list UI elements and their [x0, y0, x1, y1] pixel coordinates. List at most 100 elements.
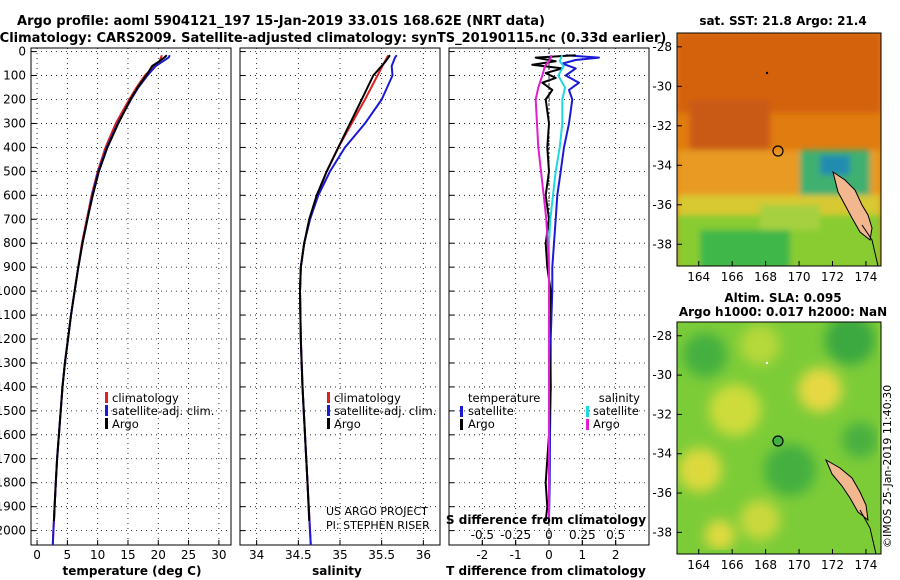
lon-tick-label: 172: [821, 270, 844, 284]
sla-map: [677, 322, 881, 554]
legend-satellite-swatch: [105, 405, 108, 416]
x-tick-label: 0: [33, 548, 41, 562]
lon-tick-label: 164: [687, 558, 710, 572]
legend-temperature-title: temperature: [468, 391, 540, 405]
series-line-salinity-argo: [534, 54, 553, 521]
depth-tick-label: 200: [3, 92, 26, 106]
legend-climatology-swatch: [327, 392, 330, 403]
title-line-2: Climatology: CARS2009. Satellite-adjuste…: [0, 31, 666, 46]
legend-argo-swatch: [105, 418, 108, 429]
depth-tick-label: 1000: [0, 284, 26, 298]
series-line-argo: [299, 54, 391, 522]
depth-tick-label: 900: [3, 260, 26, 274]
x-tick-label: 35.5: [368, 548, 395, 562]
map-axes: -28 -30 -32 -34 -36 -38 164 166 168 170 172 174 -28 -…: [652, 40, 877, 572]
x-tick-label: 25: [181, 548, 196, 562]
lon-tick-label: 164: [687, 270, 710, 284]
legend-climatology-label: climatology: [112, 391, 179, 405]
legend-s-satellite-swatch: [586, 406, 589, 417]
lon-tick-label: 174: [854, 270, 877, 284]
depth-tick-label: 300: [3, 116, 26, 130]
x-tick-label: 20: [151, 548, 166, 562]
difference-legend: temperature satellite Argo salinity sate…: [460, 391, 640, 431]
sst-map-title: sat. SST: 21.8 Argo: 21.4: [699, 14, 866, 28]
x-tick-label: 0: [545, 528, 553, 542]
depth-tick-label: 1500: [0, 404, 26, 418]
lon-tick-label: 168: [754, 270, 777, 284]
sst-map-frame: [676, 32, 882, 267]
depth-tick-label: 1600: [0, 428, 26, 442]
depth-tick-label: 0: [18, 45, 26, 59]
temperature-panel-frame: [30, 47, 232, 546]
x-tick-label: -0.25: [500, 528, 531, 542]
lat-tick-label: -34: [652, 158, 672, 172]
depth-tick-label: 600: [3, 188, 26, 202]
lat-tick-label: -30: [652, 368, 672, 382]
depth-tick-label: 400: [3, 140, 26, 154]
x-tick-label: 30: [211, 548, 226, 562]
depth-tick-label: 1300: [0, 356, 26, 370]
lon-tick-label: 166: [721, 558, 744, 572]
sla-map-title-1: Altim. SLA: 0.095: [724, 291, 841, 305]
lat-tick-label: -28: [652, 329, 672, 343]
sst-map: [677, 33, 881, 266]
x-tick-label: 1: [579, 548, 587, 562]
salinity-legend: climatology satellite-adj. clim. Argo: [327, 391, 436, 431]
title-line-1: Argo profile: aoml 5904121_197 15-Jan-20…: [17, 14, 545, 29]
legend-t-satellite-label: satellite: [468, 404, 514, 418]
x-tick-label: -2: [476, 548, 488, 562]
x-tick-label: 34: [249, 548, 264, 562]
depth-tick-label: 100: [3, 69, 26, 83]
legend-salinity-title: salinity: [599, 391, 640, 405]
series-line-argo: [53, 54, 168, 522]
depth-tick-label: 1200: [0, 332, 26, 346]
lat-tick-label: -30: [652, 79, 672, 93]
depth-tick-label: 1400: [0, 380, 26, 394]
legend-t-argo-swatch: [460, 419, 463, 430]
temperature-axis-label: temperature (deg C): [63, 564, 202, 578]
coastline-shape: [832, 170, 873, 241]
x-tick-label: 0.25: [569, 528, 596, 542]
x-tick-label: 5: [64, 548, 72, 562]
legend-satellite-swatch: [327, 405, 330, 416]
salinity-panel-frame: [239, 47, 441, 546]
imos-watermark: ©IMOS 25-Jan-2019 11:40:30: [881, 385, 894, 548]
x-tick-label: 36: [416, 548, 431, 562]
legend-climatology-label: climatology: [334, 391, 401, 405]
salinity-axis-label: salinity: [312, 564, 362, 578]
lat-tick-label: -36: [652, 198, 672, 212]
depth-tick-label: 1100: [0, 308, 26, 322]
depth-tick-label: 1900: [0, 500, 26, 514]
lat-tick-label: -38: [652, 237, 672, 251]
legend-s-argo-label: Argo: [593, 417, 620, 431]
credit-line-1: US ARGO PROJECT: [326, 505, 428, 518]
lon-tick-label: 170: [788, 558, 811, 572]
credit-line-2: PI: STEPHEN RISER: [326, 519, 430, 532]
x-tick-label: 0: [545, 548, 553, 562]
temperature-legend: climatology satellite-adj. clim. Argo: [105, 391, 214, 431]
series-line-climatology: [51, 54, 163, 546]
x-axes-ticks: 0 5 10 15 20 25 30 34 34.5 35 35.5 36 -2 -1 0 1 2 -0.5 -0.…: [33, 528, 625, 562]
lat-tick-label: -36: [652, 486, 672, 500]
depth-tick-label: 700: [3, 212, 26, 226]
depth-tick-label: 2000: [0, 524, 26, 538]
depth-tick-label: 1700: [0, 452, 26, 466]
lon-tick-label: 168: [754, 558, 777, 572]
legend-s-satellite-label: satellite: [593, 404, 639, 418]
sla-map-frame: [676, 321, 882, 555]
lat-tick-label: -38: [652, 525, 672, 539]
lat-tick-label: -32: [652, 407, 672, 421]
legend-climatology-swatch: [105, 392, 108, 403]
s-difference-axis-label: S difference from climatology: [446, 513, 646, 527]
sla-map-title-2: Argo h1000: 0.017 h2000: NaN: [679, 305, 887, 319]
series-line-satellite-adj-clim-: [51, 54, 171, 546]
lon-tick-label: 166: [721, 270, 744, 284]
lon-tick-label: 172: [821, 558, 844, 572]
legend-t-argo-label: Argo: [468, 417, 495, 431]
depth-tick-label: 800: [3, 236, 26, 250]
depth-axis: 0 100 200 300 400 500 600 700 800 900 1000 1100 1200…: [0, 45, 26, 538]
x-tick-label: 2: [612, 548, 620, 562]
float-location-marker: [772, 435, 784, 447]
lon-tick-label: 170: [788, 270, 811, 284]
legend-argo-swatch: [327, 418, 330, 429]
